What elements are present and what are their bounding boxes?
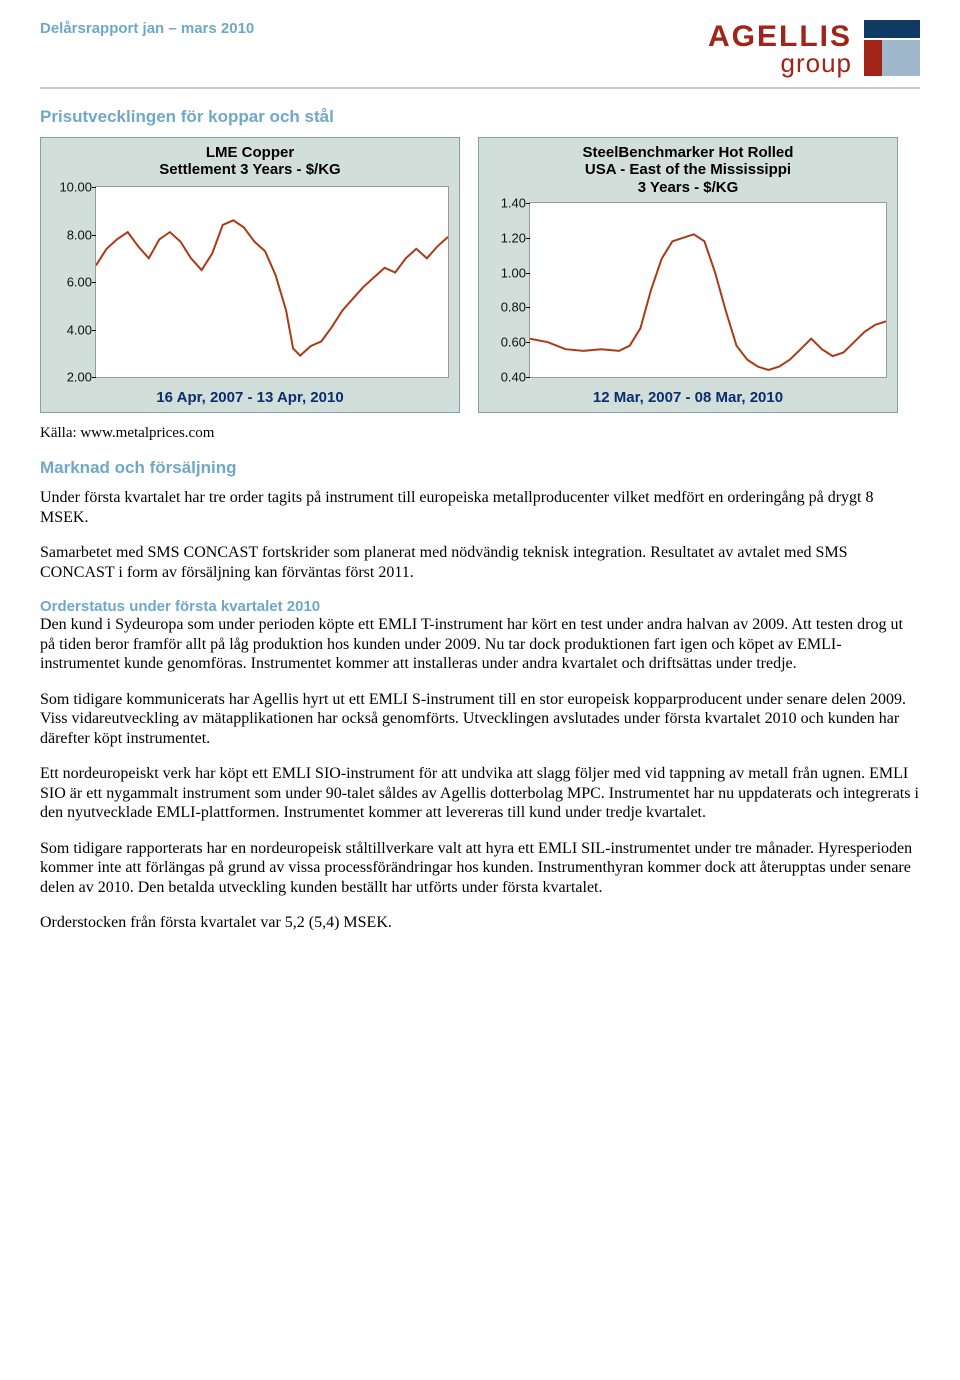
chart-copper-title-2: Settlement 3 Years - $/KG [159,161,340,178]
chart-steel: SteelBenchmarker Hot Rolled USA - East o… [478,137,898,413]
paragraph: Som tidigare kommunicerats har Agellis h… [40,690,920,749]
section-heading-market: Marknad och försäljning [40,458,920,478]
chart-steel-title-1: SteelBenchmarker Hot Rolled [583,144,794,161]
logo-mark-icon [864,20,920,81]
brand-logo: AGELLIS group [708,20,920,81]
y-tick-label: 4.00 [67,322,92,337]
page-header: Delårsrapport jan – mars 2010 AGELLIS gr… [40,20,920,81]
y-tick-label: 6.00 [67,275,92,290]
paragraph: Ett nordeuropeiskt verk har köpt ett EML… [40,764,920,823]
paragraph: Under första kvartalet har tre order tag… [40,488,920,527]
chart-copper-plot: 2.004.006.008.0010.00 [95,186,449,378]
chart-copper-daterange: 16 Apr, 2007 - 13 Apr, 2010 [41,389,459,406]
y-tick-label: 1.00 [501,265,526,280]
report-title: Delårsrapport jan – mars 2010 [40,20,254,37]
chart-steel-title-3: 3 Years - $/KG [638,179,739,196]
y-tick-label: 0.80 [501,300,526,315]
charts-row: LME Copper Settlement 3 Years - $/KG Met… [40,137,920,413]
chart-copper-title: LME Copper Settlement 3 Years - $/KG [41,138,459,181]
chart-steel-daterange: 12 Mar, 2007 - 08 Mar, 2010 [479,389,897,406]
chart-steel-plot: 0.400.600.801.001.201.40 [529,202,887,378]
y-tick-label: 8.00 [67,227,92,242]
chart-copper-title-1: LME Copper [206,144,294,161]
paragraph: Som tidigare rapporterats har en nordeur… [40,839,920,898]
section-heading-orderstatus: Orderstatus under första kvartalet 2010 [40,598,920,615]
paragraph: Samarbetet med SMS CONCAST fortskrider s… [40,543,920,582]
chart-source: Källa: www.metalprices.com [40,425,920,442]
chart-steel-title: SteelBenchmarker Hot Rolled USA - East o… [479,138,897,198]
section-heading-prices: Prisutvecklingen för koppar och stål [40,107,920,127]
y-tick-label: 1.40 [501,196,526,211]
logo-main-text: AGELLIS [708,23,852,50]
y-tick-label: 10.00 [59,180,92,195]
paragraph: Den kund i Sydeuropa som under perioden … [40,615,920,674]
header-divider [40,87,920,89]
y-tick-label: 0.40 [501,370,526,385]
y-tick-label: 0.60 [501,335,526,350]
paragraph: Orderstocken från första kvartalet var 5… [40,913,920,933]
chart-copper: LME Copper Settlement 3 Years - $/KG Met… [40,137,460,413]
y-tick-label: 2.00 [67,370,92,385]
y-tick-label: 1.20 [501,230,526,245]
chart-steel-title-2: USA - East of the Mississippi [585,161,791,178]
